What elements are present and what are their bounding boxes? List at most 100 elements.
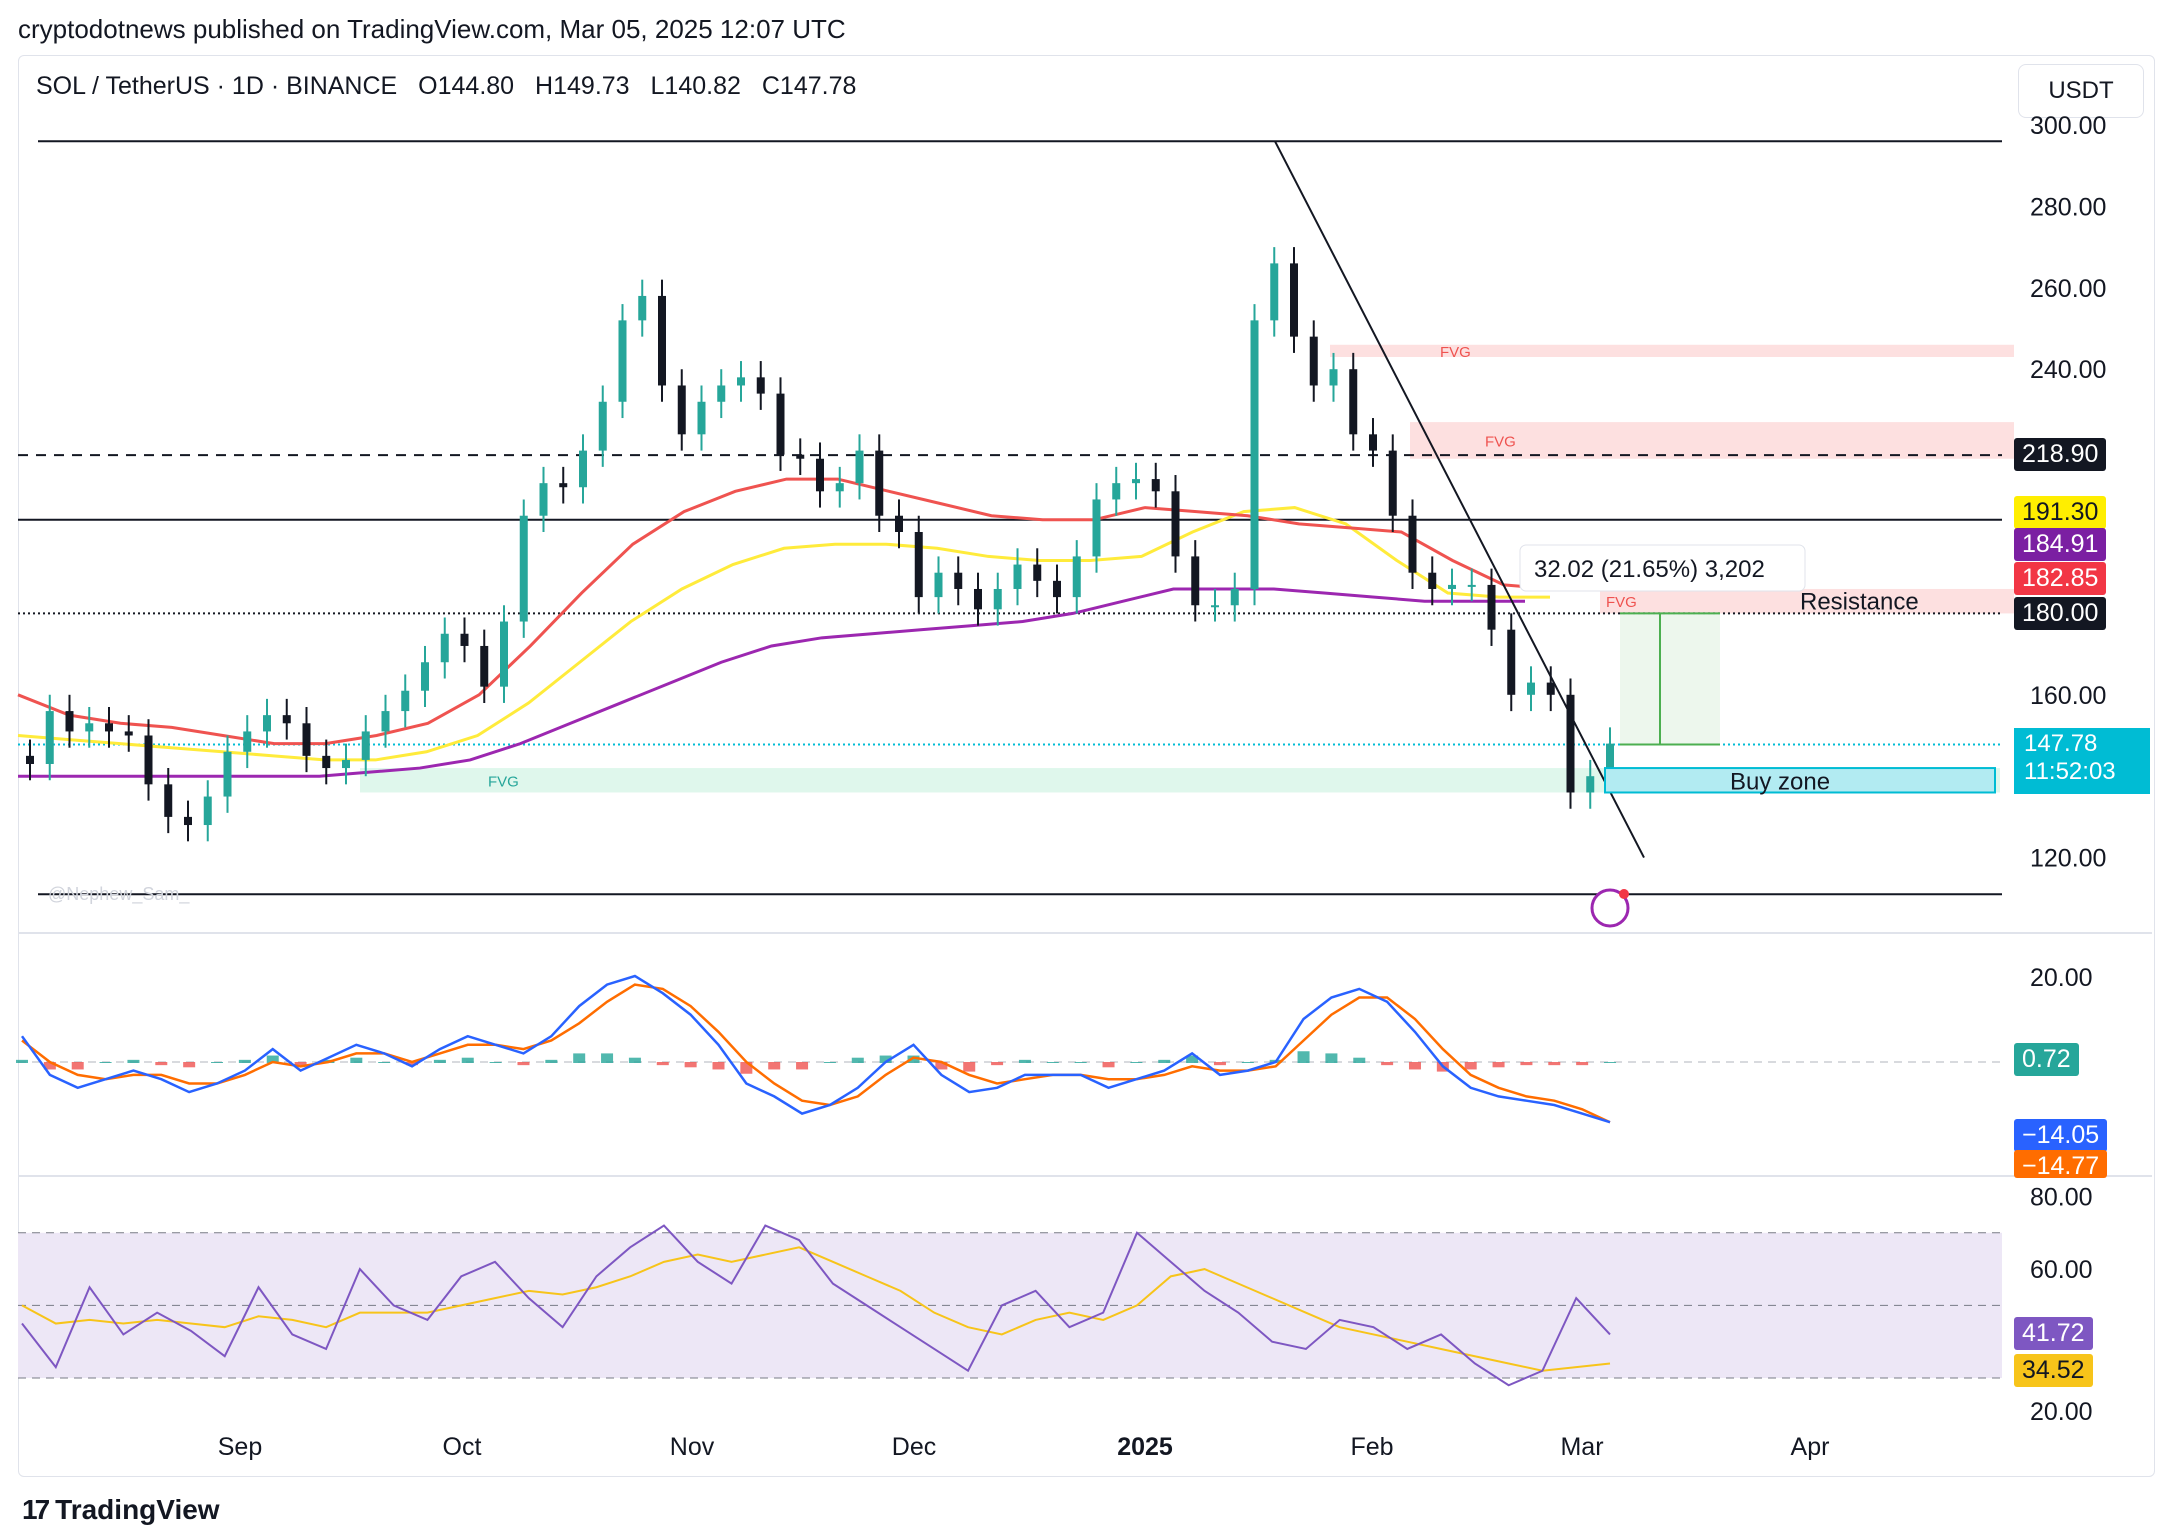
candle-body — [500, 621, 508, 687]
macd-histogram-bar — [378, 1062, 391, 1063]
macd-histogram-bar — [1408, 1062, 1421, 1070]
currency-button[interactable]: USDT — [2018, 64, 2144, 118]
macd-histogram-bar — [963, 1062, 976, 1072]
macd-histogram-bar — [1381, 1062, 1394, 1066]
candle-body — [1428, 572, 1437, 589]
candle-body — [737, 377, 745, 386]
tradingview-logo[interactable]: 17 TradingView — [22, 1494, 220, 1526]
macd-histogram-bar — [1130, 1062, 1143, 1063]
measure-box — [1620, 613, 1720, 745]
price-axis-tick: 300.00 — [2030, 112, 2106, 140]
macd-histogram-bar — [1074, 1062, 1087, 1063]
macd-histogram-bar — [266, 1055, 279, 1063]
last-price-tag: 147.78 11:52:03 — [2014, 728, 2150, 794]
macd-histogram-bar — [1548, 1062, 1561, 1066]
candle-body — [1072, 556, 1081, 598]
time-axis-tick: Nov — [670, 1433, 715, 1461]
macd-histogram-bar — [350, 1057, 363, 1063]
macd-histogram-bar — [879, 1055, 892, 1063]
tradingview-logo-icon: 17 — [22, 1494, 50, 1525]
candle-body — [579, 450, 587, 488]
fvg-zone — [1410, 422, 2014, 459]
rsi-ma-tag: 34.52 — [2014, 1354, 2093, 1387]
candle-body — [974, 588, 982, 610]
price-tag-180: 180.00 — [2014, 597, 2107, 630]
macd-histogram-bar — [1158, 1059, 1171, 1063]
ohlc-high: H149.73 — [535, 72, 630, 100]
candle-body — [796, 454, 805, 459]
fvg-label: FVG — [1485, 433, 1516, 450]
fvg-zone — [1330, 344, 2014, 357]
macd-histogram-bar — [16, 1059, 28, 1063]
measure-label-bg — [1519, 544, 1806, 592]
price-axis-tick: 160.00 — [2030, 682, 2106, 710]
price-tag-191: 191.30 — [2014, 496, 2107, 529]
candle-body — [677, 385, 686, 435]
rsi-axis-tick: 20.00 — [2030, 1398, 2093, 1426]
rsi-axis-tick: 80.00 — [2030, 1184, 2093, 1212]
ema-yellow-line — [17, 506, 1550, 762]
candle-body — [756, 377, 765, 394]
macd-histogram-bar — [1213, 1062, 1226, 1066]
macd-histogram-bar — [1297, 1051, 1310, 1063]
fvg-label: FVG — [488, 773, 519, 790]
price-axis-tick: 120.00 — [2030, 845, 2106, 873]
macd-histogram-bar — [851, 1057, 864, 1063]
macd-histogram-bar — [433, 1059, 446, 1063]
macd-histogram-bar — [768, 1062, 781, 1070]
candle-body — [1448, 584, 1456, 589]
time-axis-tick: Feb — [1350, 1433, 1393, 1461]
ema-red-line — [17, 477, 1556, 746]
candle-body — [519, 515, 528, 622]
candle-body — [1211, 605, 1219, 608]
macd-histogram-bar — [1492, 1062, 1505, 1068]
rsi-line — [21, 1224, 1611, 1387]
macd-histogram-bar — [740, 1062, 753, 1074]
candle-body — [1092, 499, 1101, 557]
candle-body — [1487, 584, 1496, 630]
candle-body — [421, 662, 429, 691]
macd-line-tag: −14.05 — [2014, 1119, 2108, 1152]
rsi-ma-line — [21, 1246, 1611, 1372]
candle-body — [45, 711, 54, 764]
macd-histogram-bar — [1186, 1055, 1199, 1063]
candle-body — [835, 483, 844, 492]
candle-body — [1250, 320, 1259, 589]
candle-body — [322, 755, 331, 769]
candle-body — [1053, 580, 1061, 598]
candle-body — [1309, 336, 1318, 386]
symbol-legend[interactable]: SOL / TetherUS · 1D · BINANCE O144.80 H1… — [36, 72, 870, 101]
symbol-pair[interactable]: SOL / TetherUS · 1D · BINANCE — [36, 72, 398, 100]
watermark-text: @Nephew_Sam_ — [48, 884, 190, 905]
candle-body — [342, 759, 350, 769]
candle-body — [895, 515, 903, 532]
rsi-axis-tick: 60.00 — [2030, 1256, 2093, 1284]
macd-histogram-bar — [71, 1062, 84, 1070]
macd-histogram-bar — [1520, 1062, 1533, 1066]
ohlc-close: C147.78 — [761, 72, 857, 100]
candle-body — [1586, 776, 1595, 793]
macd-histogram-bar — [461, 1057, 474, 1063]
macd-histogram-bar — [155, 1062, 168, 1066]
candle-body — [1329, 369, 1338, 386]
alert-dot-icon — [1619, 889, 1629, 899]
macd-histogram-bar — [1046, 1062, 1059, 1063]
price-axis-tick: 280.00 — [2030, 193, 2106, 221]
macd-histogram-bar — [628, 1057, 641, 1063]
measure-label: 32.02 (21.65%) 3,202 — [1534, 556, 1765, 583]
macd-histogram-bar — [406, 1062, 419, 1066]
lightning-icon — [1590, 888, 1630, 928]
fvg-zone — [1600, 588, 2014, 614]
macd-histogram-bar — [601, 1053, 614, 1063]
descending-trendline — [1274, 140, 1645, 859]
candle-body — [875, 450, 884, 516]
macd-histogram-bar — [127, 1059, 140, 1063]
candle-body — [658, 295, 666, 386]
candle-body — [1349, 369, 1358, 435]
macd-histogram-bar — [1353, 1057, 1366, 1063]
candle-body — [184, 816, 192, 826]
macd-histogram-bar — [935, 1062, 948, 1070]
macd-histogram-bar — [684, 1062, 697, 1068]
price-tag-184: 184.91 — [2014, 528, 2107, 561]
